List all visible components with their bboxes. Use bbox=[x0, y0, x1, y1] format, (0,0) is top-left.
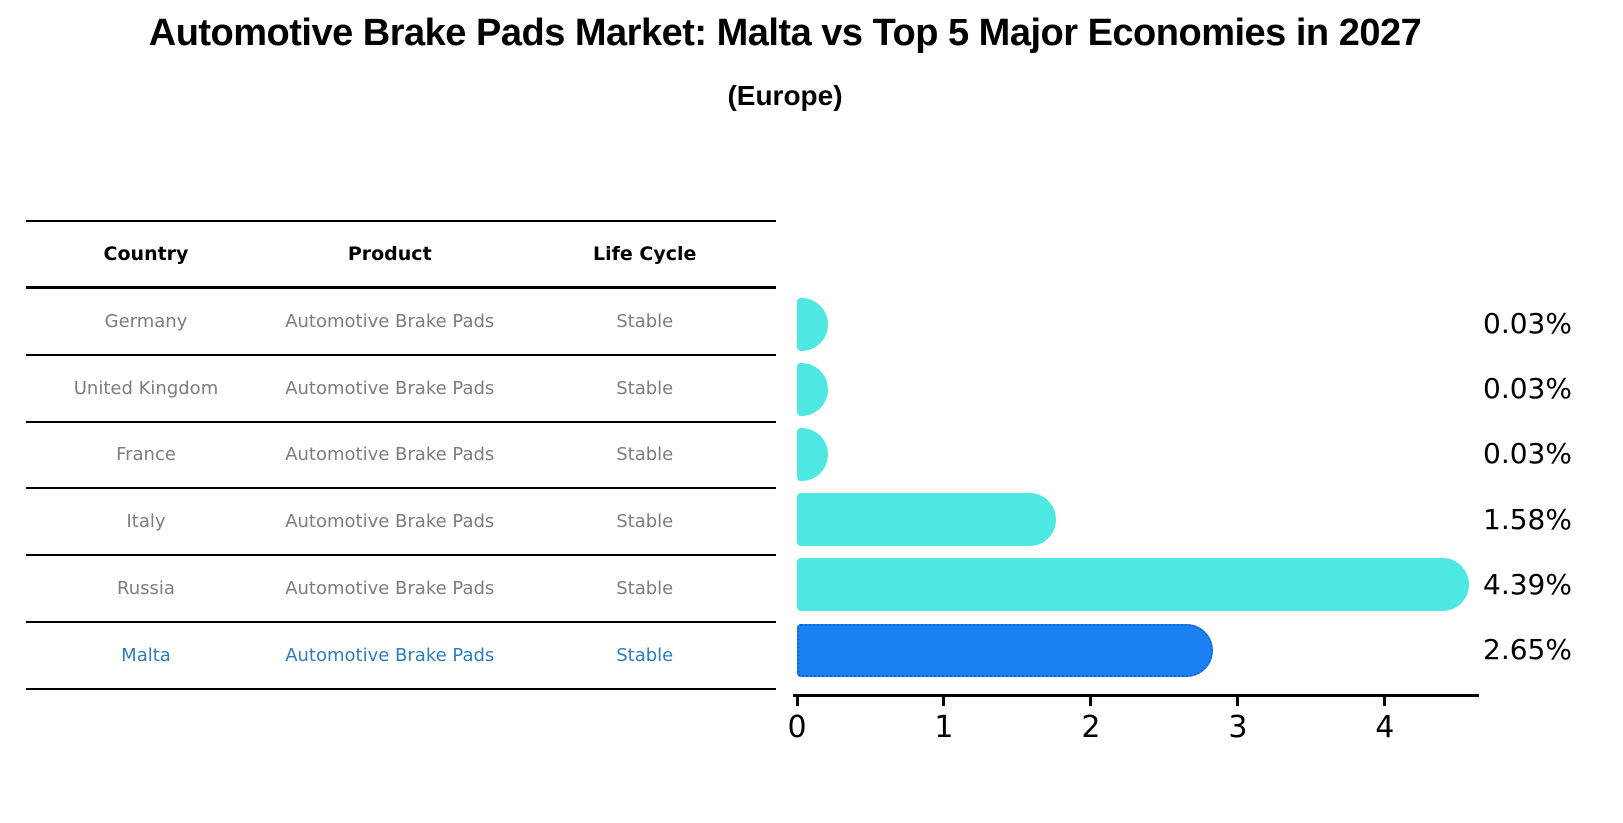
x-axis-tick-label: 3 bbox=[1228, 710, 1248, 745]
bar-france bbox=[797, 427, 828, 481]
value-label: 0.03% bbox=[1483, 437, 1572, 471]
value-label: 1.58% bbox=[1483, 502, 1572, 536]
row-cell-life-cycle: Stable bbox=[616, 444, 674, 466]
row-cell-product: Automotive Brake Pads bbox=[285, 444, 495, 466]
table-row: Germany Automotive Brake Pads Stable bbox=[26, 289, 776, 356]
header-cell-product: Product bbox=[347, 243, 432, 265]
table-row: United Kingdom Automotive Brake Pads Sta… bbox=[26, 356, 776, 423]
header-cell-country: Country bbox=[103, 243, 189, 265]
page-title: Automotive Brake Pads Market: Malta vs T… bbox=[148, 12, 1422, 54]
bar-united-kingdom bbox=[797, 362, 828, 416]
bar-malta bbox=[797, 623, 1213, 677]
row-cell-product: Automotive Brake Pads bbox=[285, 511, 495, 533]
row-cell-country: United Kingdom bbox=[73, 377, 219, 399]
x-axis-tick bbox=[942, 697, 946, 706]
row-cell-country: France bbox=[116, 444, 176, 466]
x-axis-tick bbox=[1236, 697, 1240, 706]
row-cell-life-cycle: Stable bbox=[616, 511, 674, 533]
row-cell-life-cycle: Stable bbox=[616, 377, 674, 399]
row-cell-country: Malta bbox=[121, 644, 171, 666]
row-cell-product: Automotive Brake Pads bbox=[285, 644, 495, 666]
table-row: Russia Automotive Brake Pads Stable bbox=[26, 556, 776, 623]
row-cell-life-cycle: Stable bbox=[616, 644, 674, 666]
row-cell-product: Automotive Brake Pads bbox=[285, 310, 495, 332]
table-body: Germany Automotive Brake Pads Stable Uni… bbox=[26, 289, 776, 690]
table-row: Italy Automotive Brake Pads Stable bbox=[26, 489, 776, 557]
header-cell-life-cycle: Life Cycle bbox=[593, 243, 697, 265]
x-axis-tick bbox=[795, 697, 799, 706]
bar-russia bbox=[797, 558, 1469, 612]
x-axis-tick-label: 2 bbox=[1081, 710, 1101, 745]
page-subtitle: (Europe) bbox=[727, 80, 843, 111]
row-cell-country: Italy bbox=[126, 511, 166, 533]
x-axis-tick-label: 0 bbox=[787, 710, 807, 745]
row-cell-country: Russia bbox=[117, 578, 175, 600]
bar-germany bbox=[797, 297, 828, 351]
x-axis-tick-label: 1 bbox=[934, 710, 954, 745]
row-cell-product: Automotive Brake Pads bbox=[285, 377, 495, 399]
value-label: 4.39% bbox=[1483, 567, 1572, 601]
table-row: France Automotive Brake Pads Stable bbox=[26, 423, 776, 490]
x-axis-line bbox=[793, 694, 1479, 697]
value-label: 2.65% bbox=[1483, 633, 1572, 666]
x-axis-tick-label: 4 bbox=[1375, 710, 1395, 745]
row-cell-life-cycle: Stable bbox=[616, 578, 674, 600]
row-cell-life-cycle: Stable bbox=[616, 310, 674, 332]
table-header-row: Country Product Life Cycle bbox=[26, 222, 776, 289]
value-label: 0.03% bbox=[1483, 372, 1572, 406]
bar-italy bbox=[797, 493, 1056, 547]
data-table: Country Product Life Cycle Germany Autom… bbox=[26, 220, 776, 690]
value-label: 0.03% bbox=[1483, 307, 1572, 340]
row-cell-country: Germany bbox=[104, 310, 188, 332]
x-axis-tick bbox=[1383, 697, 1387, 706]
table-row: Malta Automotive Brake Pads Stable bbox=[26, 623, 776, 690]
row-cell-product: Automotive Brake Pads bbox=[285, 578, 495, 600]
x-axis-tick bbox=[1089, 697, 1093, 706]
